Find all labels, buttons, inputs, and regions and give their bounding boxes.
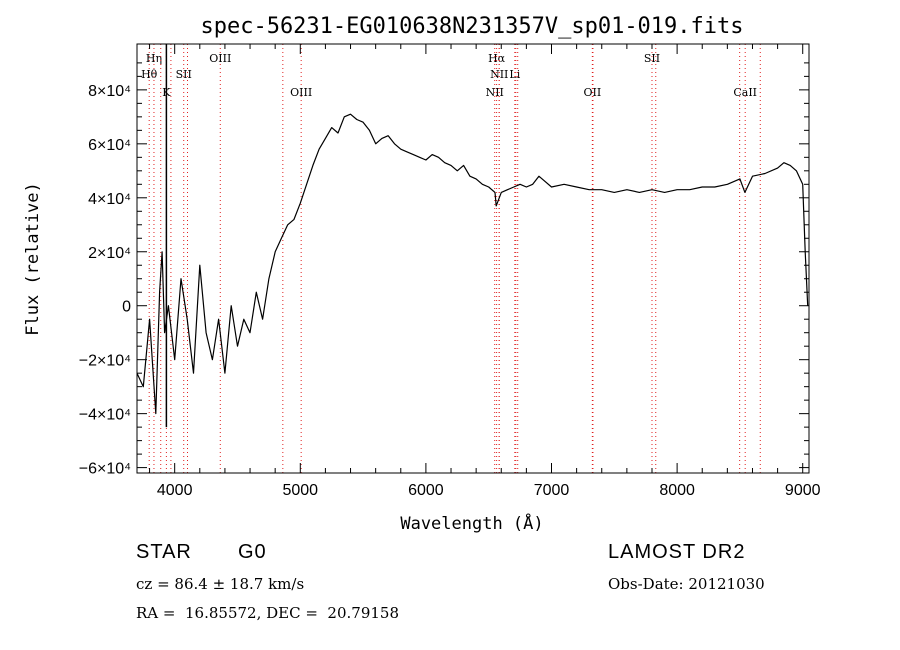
x-tick-label: 8000 xyxy=(659,482,695,499)
x-tick-label: 5000 xyxy=(282,482,318,499)
line-markers: HηHθKSIIOIIIOIIIHαNIILiNIIOIISIICaII xyxy=(141,44,761,473)
x-axis-label: Wavelength (Å) xyxy=(400,512,543,534)
survey-name: LAMOST DR2 xyxy=(608,541,746,563)
line-label: Hθ xyxy=(141,68,158,81)
redshift-value: cz = 86.4 ± 18.7 km/s xyxy=(136,575,305,593)
line-label: OIII xyxy=(290,86,312,99)
x-tick-label: 7000 xyxy=(534,482,570,499)
spectrum-line xyxy=(136,113,809,415)
y-axis-label: Flux (relative) xyxy=(23,182,43,336)
y-tick-label: 4×10⁴ xyxy=(88,191,131,208)
coordinates: RA = 16.85572, DEC = 20.79158 xyxy=(136,604,400,622)
line-label: OIII xyxy=(209,52,231,65)
y-tick-label: 2×10⁴ xyxy=(88,245,131,262)
x-tick-label: 9000 xyxy=(785,482,821,499)
y-tick-label: 0 xyxy=(122,299,131,316)
chart-title: spec-56231-EG010638N231357V_sp01-019.fit… xyxy=(200,14,743,39)
y-tick-label: 8×10⁴ xyxy=(88,83,131,100)
line-label: NII xyxy=(490,68,508,81)
line-label: SII xyxy=(176,68,192,81)
spectrum-series xyxy=(136,44,809,428)
line-label: Li xyxy=(509,68,520,81)
object-class: STAR xyxy=(136,541,192,563)
line-label: Hη xyxy=(146,52,162,65)
x-tick-label: 6000 xyxy=(408,482,444,499)
line-label: Hα xyxy=(488,52,506,65)
x-axis: 4000 5000 6000 7000 8000 9000 xyxy=(149,44,821,499)
y-axis: −6×10⁴ −4×10⁴ −2×10⁴ 0 2×10⁴ 4×10⁴ 6×10⁴ 8×10⁴ xyxy=(79,62,809,478)
line-label: OII xyxy=(583,86,601,99)
y-tick-label: −2×10⁴ xyxy=(79,353,131,370)
y-tick-label: −6×10⁴ xyxy=(79,461,131,478)
observation-date: Obs-Date: 20121030 xyxy=(608,575,765,593)
line-label: CaII xyxy=(733,86,757,99)
object-subclass: G0 xyxy=(238,541,267,563)
plot-frame xyxy=(136,43,810,474)
y-tick-label: −4×10⁴ xyxy=(79,407,131,424)
line-label: NII xyxy=(486,86,504,99)
line-label: SII xyxy=(644,52,660,65)
x-tick-label: 4000 xyxy=(157,482,193,499)
y-tick-label: 6×10⁴ xyxy=(88,137,131,154)
